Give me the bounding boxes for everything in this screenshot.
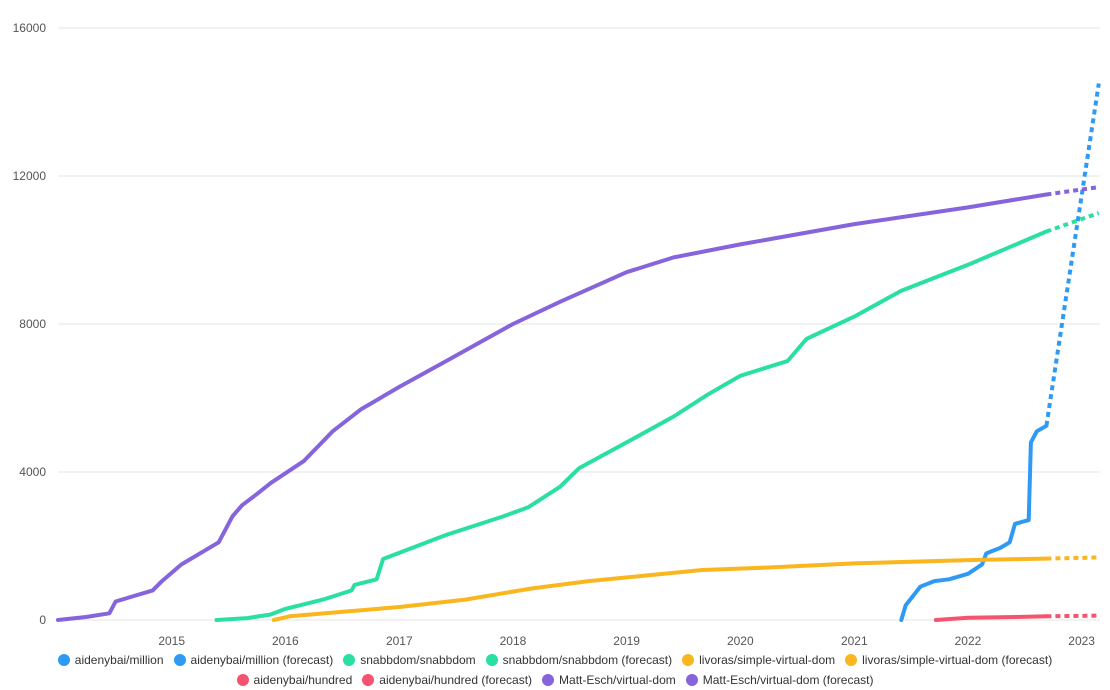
legend-item[interactable]: livoras/simple-virtual-dom (682, 650, 835, 670)
legend-item[interactable]: aidenybai/hundred (forecast) (362, 670, 532, 690)
y-tick-label: 12000 (13, 169, 47, 183)
x-tick-label: 2015 (158, 634, 185, 648)
y-tick-label: 0 (39, 613, 46, 627)
legend-item[interactable]: aidenybai/hundred (236, 670, 353, 690)
x-tick-label: 2018 (500, 634, 527, 648)
x-tick-label: 2021 (841, 634, 868, 648)
y-tick-label: 4000 (19, 465, 46, 479)
x-tick-label: 2020 (727, 634, 754, 648)
series-line-1[interactable] (1044, 83, 1101, 427)
x-axis: 2015 2016 2017 2018 2019 2020 2021 2022 2023 (158, 634, 1095, 648)
series-lines (56, 83, 1101, 622)
legend-item[interactable]: aidenybai/million (forecast) (173, 650, 334, 670)
legend-swatch (362, 674, 375, 686)
series-line-4[interactable] (271, 556, 1049, 622)
legend-item[interactable]: snabbdom/snabbdom (343, 650, 476, 670)
series-line-6[interactable] (933, 614, 1049, 622)
legend-label: aidenybai/million (74, 653, 164, 667)
legend-label: aidenybai/hundred (253, 673, 353, 687)
legend-label: Matt-Esch/virtual-dom (559, 673, 676, 687)
series-line-5[interactable] (1046, 555, 1099, 561)
legend-label: aidenybai/million (forecast) (190, 653, 334, 667)
legend: aidenybai/million aidenybai/million (fore… (0, 650, 1110, 690)
y-axis: 0 4000 8000 12000 16000 (13, 21, 47, 627)
legend-row: aidenybai/hundred aidenybai/hundred (fore… (0, 670, 1110, 690)
legend-swatch (57, 654, 70, 666)
legend-swatch (485, 654, 498, 666)
legend-item[interactable]: Matt-Esch/virtual-dom (forecast) (685, 670, 874, 690)
series-line-2[interactable] (214, 229, 1049, 622)
legend-item[interactable]: Matt-Esch/virtual-dom (542, 670, 676, 690)
legend-label: Matt-Esch/virtual-dom (forecast) (702, 673, 874, 687)
legend-swatch (682, 654, 695, 666)
series-line-0[interactable] (899, 423, 1049, 622)
legend-label: aidenybai/hundred (forecast) (379, 673, 533, 687)
x-tick-label: 2016 (272, 634, 299, 648)
x-tick-label: 2019 (613, 634, 640, 648)
legend-label: snabbdom/snabbdom (forecast) (502, 653, 673, 667)
x-tick-label: 2022 (955, 634, 982, 648)
legend-label: livoras/simple-virtual-dom (699, 653, 836, 667)
legend-item[interactable]: snabbdom/snabbdom (forecast) (485, 650, 673, 670)
line-chart: 0 4000 8000 12000 16000 2015 2016 2017 2018 2019… (13, 21, 1101, 648)
legend-label: livoras/simple-virtual-dom (forecast) (862, 653, 1053, 667)
legend-swatch (236, 674, 249, 686)
legend-item[interactable]: livoras/simple-virtual-dom (forecast) (845, 650, 1052, 670)
legend-swatch (542, 674, 555, 686)
series-line-9[interactable] (1046, 185, 1100, 197)
series-line-3[interactable] (1045, 211, 1100, 234)
y-tick-label: 8000 (19, 317, 46, 331)
legend-item[interactable]: aidenybai/million (57, 650, 164, 670)
legend-swatch (343, 654, 356, 666)
series-line-7[interactable] (1046, 613, 1099, 619)
legend-label: snabbdom/snabbdom (360, 653, 476, 667)
legend-swatch (173, 654, 186, 666)
legend-swatch (845, 654, 858, 666)
x-tick-label: 2023 (1068, 634, 1095, 648)
series-line-8[interactable] (56, 192, 1049, 622)
legend-row: aidenybai/million aidenybai/million (fore… (0, 650, 1110, 670)
grid-lines (58, 27, 1100, 621)
legend-swatch (685, 674, 698, 686)
y-tick-label: 16000 (13, 21, 47, 35)
x-tick-label: 2017 (386, 634, 413, 648)
